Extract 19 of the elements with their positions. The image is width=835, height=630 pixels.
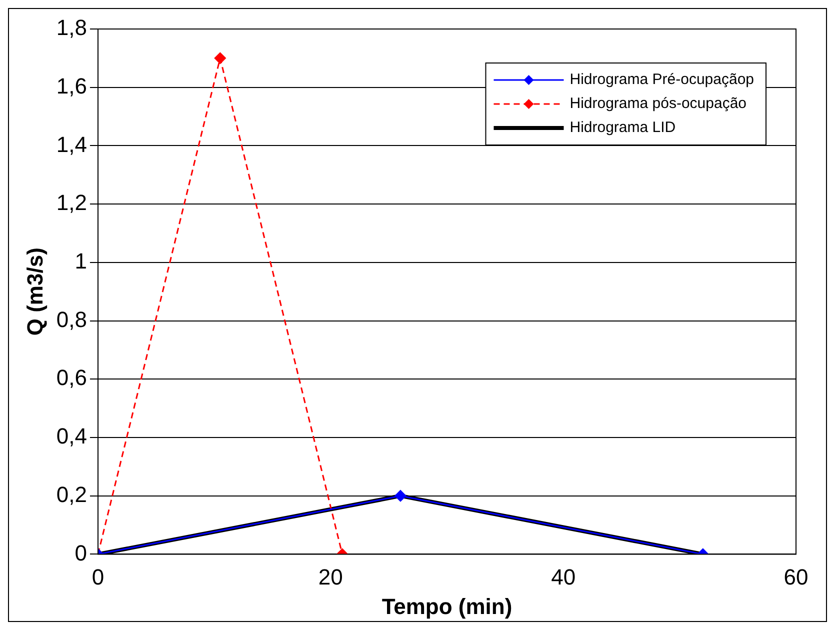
- y-tick-label: 1,2: [56, 190, 87, 216]
- x-tick-label: 40: [551, 564, 576, 590]
- y-tick-label: 1,6: [56, 73, 87, 98]
- y-tick-label: 1,4: [56, 132, 87, 157]
- y-tick-label: 0: [74, 540, 87, 566]
- y-tick-label: 0,4: [56, 424, 87, 449]
- y-tick-label: 1: [74, 248, 87, 274]
- legend-label: Hidrograma pós-ocupação: [570, 95, 747, 112]
- legend-label: Hidrograma Pré-ocupaçãop: [570, 71, 754, 88]
- y-axis-title: Q (m3/s): [22, 248, 48, 336]
- x-tick-label: 60: [784, 564, 808, 590]
- x-tick-label: 0: [92, 564, 104, 590]
- legend-label: Hidrograma LID: [570, 119, 676, 136]
- y-tick-label: 1,8: [56, 15, 87, 40]
- x-axis-title: Tempo (min): [382, 594, 512, 619]
- x-tick-label: 20: [318, 564, 343, 590]
- y-tick-label: 0,8: [56, 306, 87, 332]
- y-tick-label: 0,2: [56, 482, 87, 507]
- y-tick-label: 0,6: [56, 365, 87, 390]
